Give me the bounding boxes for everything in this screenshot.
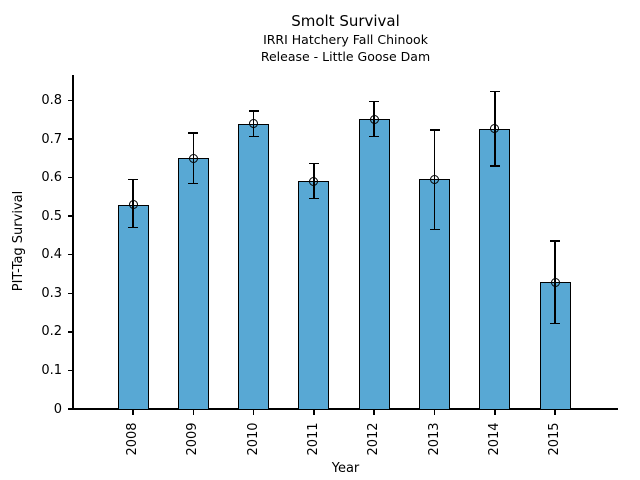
x-tick [494, 410, 496, 415]
y-tick [68, 292, 72, 295]
error-bar-cap-bottom [550, 322, 561, 325]
x-tick-label: 2009 [185, 422, 201, 456]
chart-title: Smolt Survival [291, 12, 400, 30]
error-bar-cap-top [429, 129, 440, 131]
bar-2008 [117, 204, 149, 410]
bar-2014 [479, 128, 511, 410]
x-axis-spine [72, 408, 618, 410]
x-tick [192, 410, 195, 415]
y-tick-label: 0.2 [41, 324, 62, 340]
y-tick-label: 0.8 [41, 92, 62, 108]
y-tick [68, 138, 72, 140]
x-tick [313, 410, 315, 415]
error-bar-cap-top [369, 100, 380, 103]
error-bar-cap-top [308, 162, 319, 165]
chart-subtitle-line2: Release - Little Goose Dam [260, 49, 431, 64]
x-tick-label: 2011 [305, 422, 321, 456]
y-tick-label: 0 [53, 401, 62, 417]
data-point-marker [309, 176, 319, 186]
bar-2015 [539, 282, 571, 410]
x-tick-label: 2008 [125, 422, 140, 456]
chart-subtitle-line1: IRRI Hatchery Fall Chinook [263, 32, 428, 47]
x-tick [554, 410, 556, 415]
y-axis-spine [72, 75, 74, 410]
error-bar-cap-top [188, 132, 199, 134]
error-bar-cap-top [248, 110, 259, 112]
error-bar-cap-bottom [429, 228, 440, 231]
error-bar-cap-bottom [248, 135, 259, 138]
error-bar-cap-bottom [128, 226, 138, 229]
error-bar-cap-bottom [188, 182, 199, 185]
y-tick [68, 215, 72, 217]
bar-2012 [358, 119, 390, 410]
y-tick [68, 331, 72, 333]
data-point-marker [188, 153, 198, 163]
y-tick-label: 0.5 [41, 208, 62, 224]
y-tick-label: 0.3 [41, 285, 62, 301]
bar-2009 [177, 158, 209, 410]
x-axis-label: Year [331, 461, 360, 476]
x-tick [373, 410, 375, 415]
data-point-marker [490, 124, 500, 134]
data-point-marker [369, 114, 379, 124]
x-tick-label: 2013 [426, 422, 442, 456]
y-tick-label: 0.1 [41, 362, 62, 378]
bar-2011 [298, 181, 330, 410]
error-bar-cap-bottom [489, 165, 500, 167]
bar-2010 [238, 123, 270, 410]
y-tick [68, 408, 72, 410]
data-point-marker [128, 200, 138, 210]
error-bar-cap-top [550, 240, 561, 242]
chart-header: Smolt Survival IRRI Hatchery Fall Chinoo… [73, 12, 618, 65]
x-tick [132, 410, 134, 415]
x-tick [252, 410, 255, 415]
y-tick [68, 176, 72, 179]
y-tick [68, 253, 72, 256]
data-point-marker [430, 174, 439, 184]
data-point-marker [550, 277, 560, 287]
y-tick-label: 0.7 [41, 131, 62, 147]
x-tick-label: 2012 [366, 422, 382, 456]
y-tick [68, 99, 72, 102]
y-tick-label: 0.6 [41, 170, 62, 186]
error-bar-cap-top [489, 90, 500, 93]
error-bar-cap-top [128, 178, 138, 181]
error-bar-cap-bottom [369, 135, 380, 138]
data-point-marker [249, 119, 259, 129]
y-tick-label: 0.4 [41, 247, 62, 263]
x-tick-label: 2010 [245, 422, 261, 456]
x-tick-label: 2014 [486, 422, 502, 456]
x-tick [433, 410, 436, 415]
error-bar-cap-bottom [308, 197, 319, 200]
y-tick [68, 369, 72, 372]
x-tick-label: 2015 [547, 422, 563, 456]
